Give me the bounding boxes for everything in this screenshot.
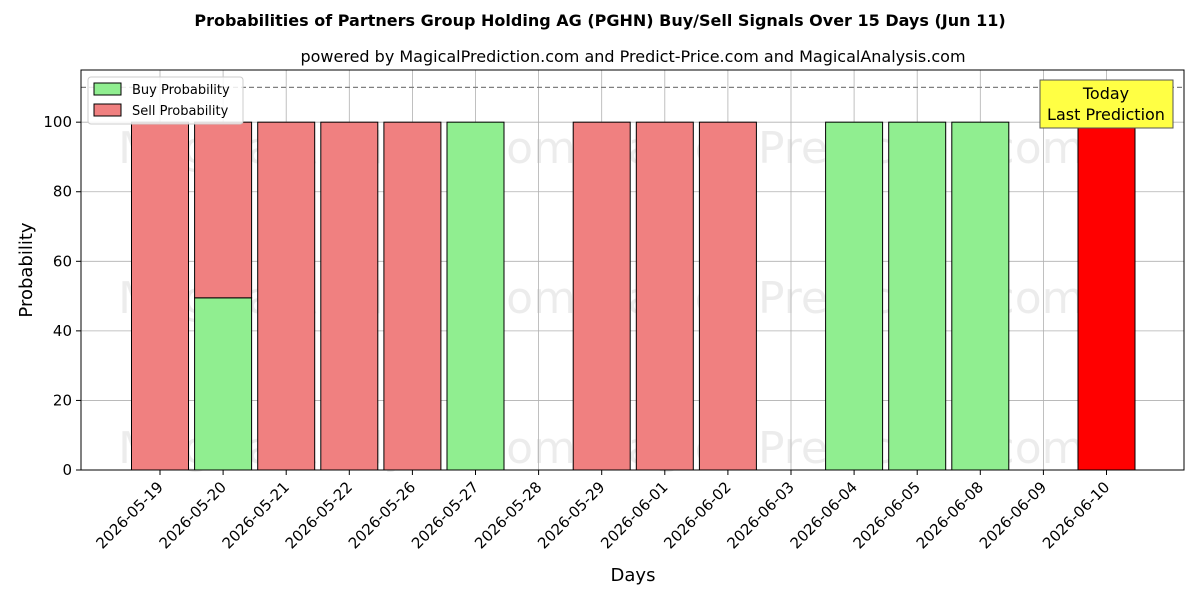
y-tick-label: 0 bbox=[62, 461, 72, 479]
legend-label-0: Buy Probability bbox=[132, 83, 230, 98]
bars bbox=[131, 121, 1136, 471]
chart-title: Probabilities of Partners Group Holding … bbox=[194, 11, 1005, 30]
y-tick-label: 100 bbox=[43, 113, 72, 131]
y-axis-ticks: 0 20 40 60 80 100 bbox=[43, 113, 81, 479]
x-axis-label: Days bbox=[611, 565, 656, 586]
y-tick-label: 60 bbox=[53, 252, 72, 270]
legend: Buy Probability Sell Probability bbox=[87, 76, 244, 125]
legend-swatch-1 bbox=[93, 103, 122, 117]
bar-sell-2026-05-29 bbox=[572, 121, 631, 471]
chart-subtitle: powered by MagicalPrediction.com and Pre… bbox=[300, 47, 965, 66]
bar-sell-2026-05-19 bbox=[131, 121, 189, 471]
bar-sell-2026-05-26 bbox=[383, 121, 442, 471]
bar-sell-2026-05-20 bbox=[194, 121, 253, 299]
annotation-line-1: Last Prediction bbox=[1047, 105, 1165, 124]
annotation-line-0: Today bbox=[1082, 84, 1129, 103]
bar-buy-2026-06-04 bbox=[825, 121, 884, 471]
bar-sell-2026-05-22 bbox=[320, 121, 379, 471]
bar-sell-2026-06-10 bbox=[1077, 121, 1136, 471]
bar-sell-2026-06-01 bbox=[635, 121, 694, 471]
y-tick-label: 80 bbox=[53, 183, 72, 201]
legend-box bbox=[87, 76, 244, 125]
today-annotation: Today Last Prediction bbox=[1039, 79, 1174, 129]
y-tick-label: 40 bbox=[53, 322, 72, 340]
bar-buy-2026-05-20 bbox=[194, 297, 253, 471]
bar-sell-2026-06-02 bbox=[698, 121, 757, 471]
y-axis-label: Probability bbox=[16, 222, 37, 317]
bar-buy-2026-06-08 bbox=[951, 121, 1010, 471]
plot-frame bbox=[80, 69, 1185, 471]
bar-buy-2026-05-27 bbox=[446, 121, 505, 471]
legend-label-1: Sell Probability bbox=[132, 104, 229, 119]
bar-buy-2026-06-05 bbox=[888, 121, 947, 471]
legend-swatch-0 bbox=[93, 82, 122, 96]
y-tick-label: 20 bbox=[53, 391, 72, 409]
annotation-box bbox=[1039, 79, 1174, 129]
bar-sell-2026-05-21 bbox=[257, 121, 316, 471]
